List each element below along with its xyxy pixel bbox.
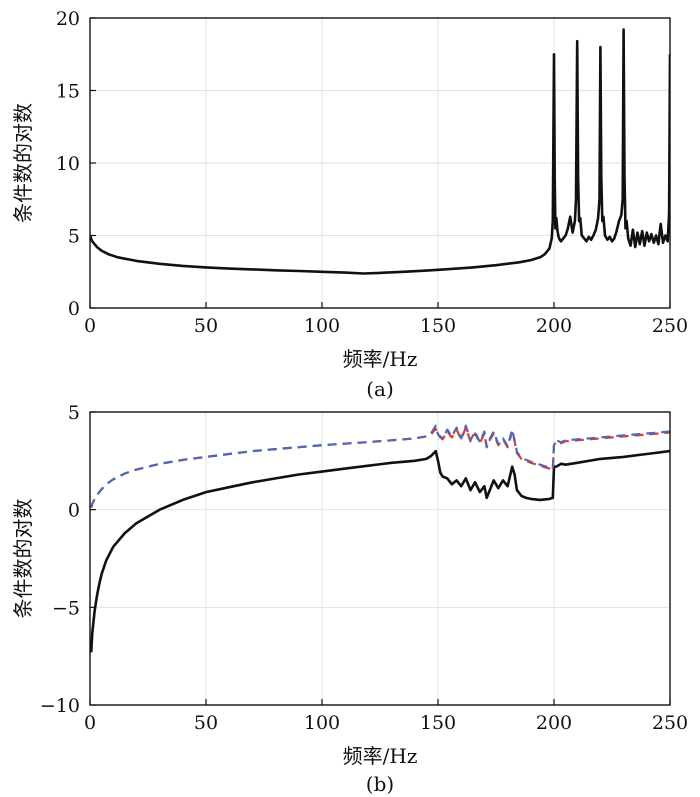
- panel-b-y-axis-label: 条件数的对数: [11, 499, 35, 619]
- panel-b-y-tick-label: 0: [68, 500, 80, 522]
- panel-b-ticks: 0 50 100 150 200 250 −10 −5 0 5: [40, 402, 688, 734]
- panel-a-x-tick-label: 150: [420, 315, 456, 337]
- panel-b-x-tick-label: 50: [194, 712, 218, 734]
- panel-a-x-tick-label: 100: [304, 315, 340, 337]
- panel-a-x-axis-label: 频率/Hz: [343, 347, 418, 371]
- panel-a-x-tick-label: 50: [194, 315, 218, 337]
- panel-b-y-tick-label: 5: [68, 402, 80, 424]
- panel-b-x-tick-label: 250: [652, 712, 688, 734]
- panel-b: 0 50 100 150 200 250 −10 −5 0 5 频率/Hz 条件数的对数 (b): [11, 402, 688, 796]
- panel-a-y-axis-label: 条件数的对数: [11, 103, 35, 223]
- panel-b-x-tick-label: 200: [536, 712, 572, 734]
- panel-b-series: [90, 424, 670, 653]
- panel-b-caption: (b): [366, 772, 394, 796]
- panel-b-series-lower-curve: [90, 449, 670, 653]
- panel-a-x-tick-label: 250: [652, 315, 688, 337]
- panel-b-x-tick-label: 150: [420, 712, 456, 734]
- panel-a-y-tick-label: 15: [56, 81, 80, 103]
- panel-a-caption: (a): [366, 377, 394, 401]
- panel-b-series-blue-dashed-curve: [90, 424, 670, 508]
- panel-b-x-axis-label: 频率/Hz: [343, 744, 418, 768]
- panel-a-y-tick-label: 5: [68, 226, 80, 248]
- panel-a-x-tick-label: 0: [84, 315, 96, 337]
- panel-a-y-tick-label: 10: [56, 153, 80, 175]
- panel-b-grid: [89, 411, 671, 706]
- panel-a-ticks: 0 50 100 150 200 250 0 5 10 15 20: [56, 8, 688, 337]
- panel-b-x-tick-label: 100: [304, 712, 340, 734]
- panel-a-x-tick-label: 200: [536, 315, 572, 337]
- panel-a-y-tick-label: 20: [56, 8, 80, 30]
- panel-b-series-red-dashed-curve: [90, 426, 670, 508]
- panel-a-series: [90, 28, 670, 275]
- panel-a-series-condition-number: [90, 28, 670, 275]
- panel-b-y-tick-label: −5: [52, 597, 80, 619]
- panel-b-y-tick-label: −10: [40, 695, 80, 717]
- panel-b-x-tick-label: 0: [84, 712, 96, 734]
- panel-a: 0 50 100 150 200 250 0 5 10 15 20 频率/Hz 条件数的对数 (a): [11, 8, 688, 401]
- panel-b-axes-frame: [89, 411, 671, 706]
- panel-a-y-tick-label: 0: [68, 298, 80, 320]
